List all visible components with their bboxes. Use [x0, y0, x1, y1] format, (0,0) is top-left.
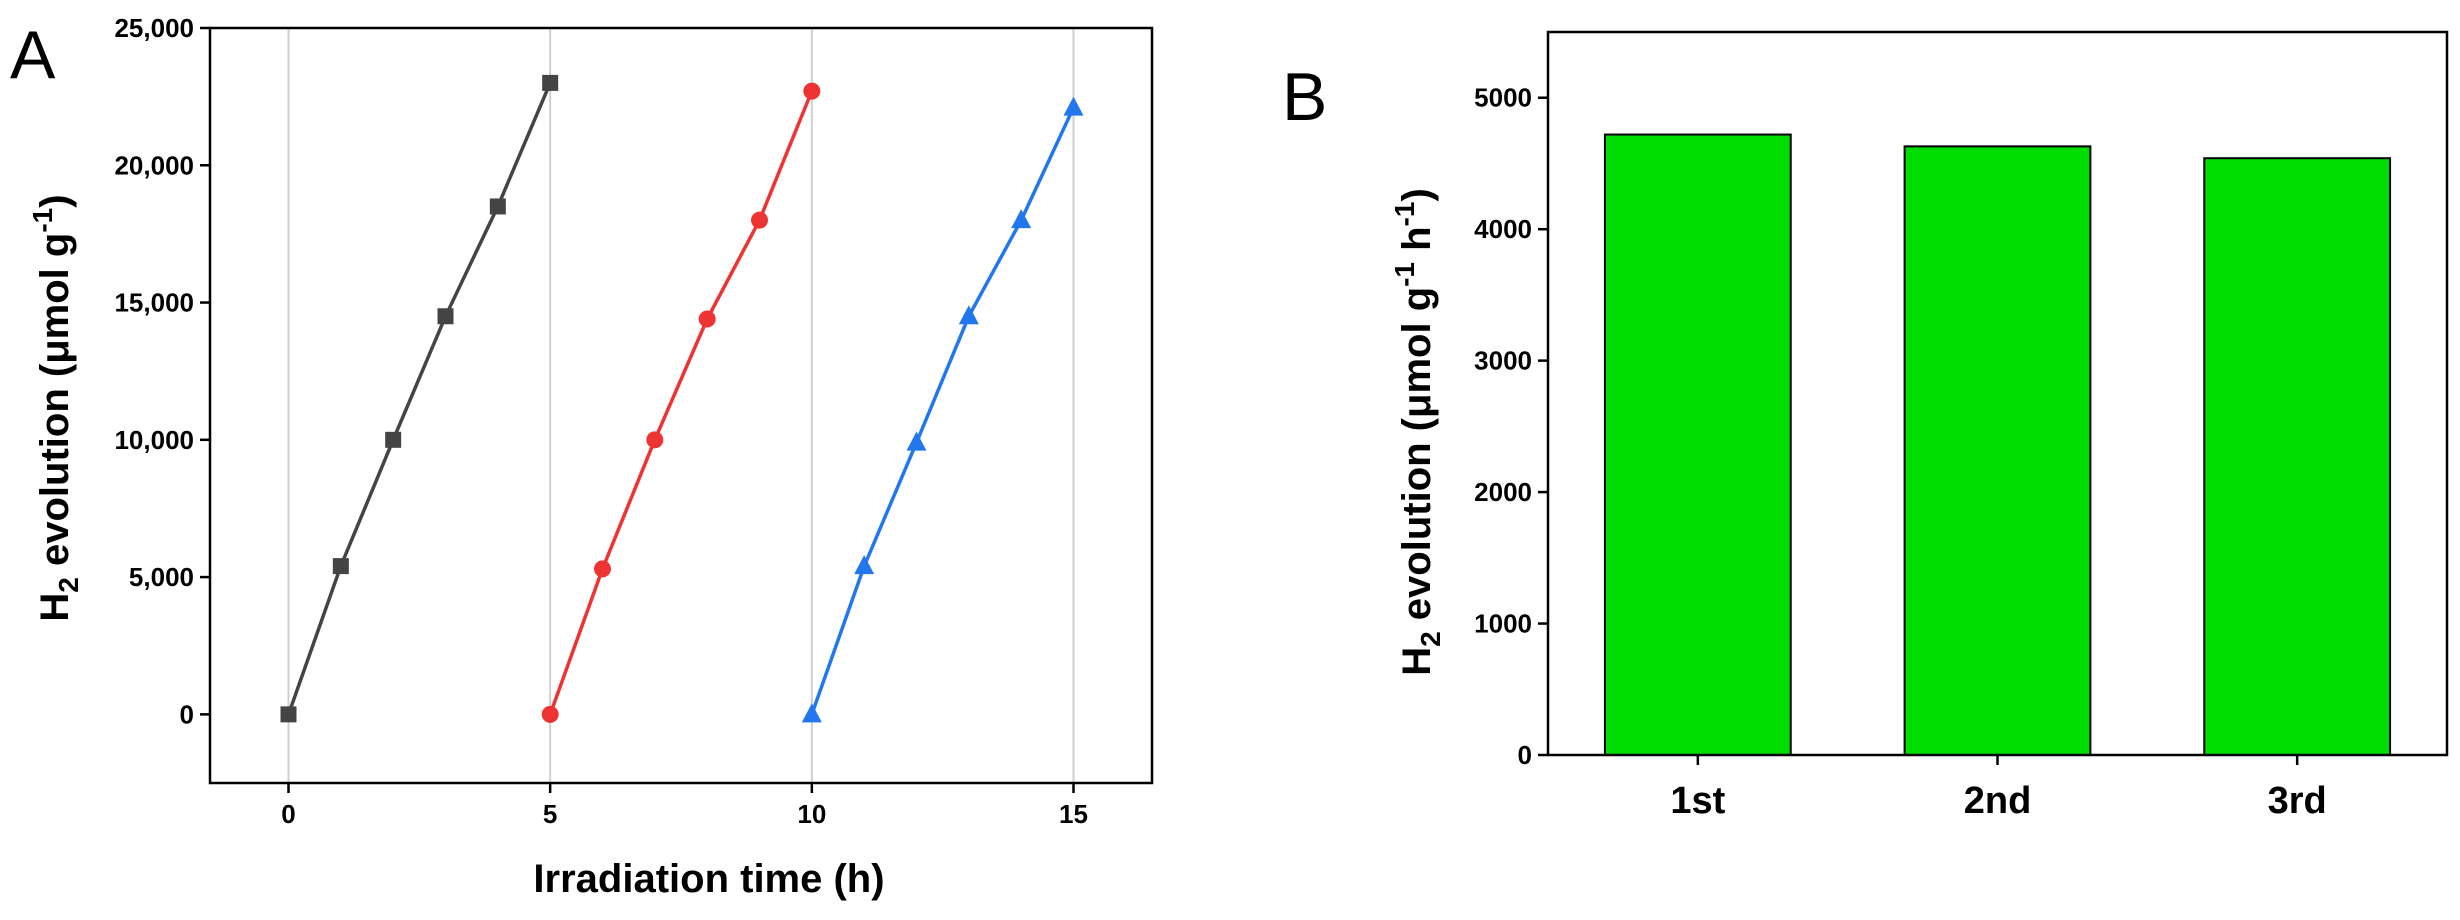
panel-a-series-2-point-4	[751, 211, 768, 229]
panel-b-y-axis-title: H2 evolution (μmol g-1 h-1)	[1389, 188, 1446, 676]
panel-a-y-tick-label-2: 10,000	[114, 425, 194, 455]
panel-a-ticks: 0 5 10 15 0 5,000 10,000 15,000 20,000 25,000	[114, 13, 1087, 829]
panel-b-bar-3rd	[2203, 157, 2392, 757]
panel-a-series-3-point-2	[906, 431, 927, 451]
panel-a-grid	[287, 28, 1075, 783]
panel-a-series-3-point-5	[1063, 96, 1084, 116]
panel-a-y-title-sup: -1	[27, 208, 58, 233]
panel-a-y-title-main: evolution (μmol g	[33, 233, 77, 577]
panel-a-series-1-point-2	[385, 431, 402, 448]
panel-a-y-tick-label-4: 20,000	[114, 150, 194, 180]
panel-b-y-title-sup2: -1	[1389, 202, 1420, 227]
panel-b-bar-2nd	[1903, 145, 2092, 756]
panel-b-y-title-sub: 2	[1415, 631, 1446, 647]
panel-a-series-3-point-3	[958, 305, 979, 325]
panel-b-y-title-sup1: -1	[1389, 262, 1420, 287]
panel-a-x-tick-label-2: 10	[797, 799, 826, 829]
panel-a-series-1-point-0	[280, 706, 297, 723]
panel-b-y-title-mid: h	[1395, 226, 1439, 262]
panel-a-series-1-point-4	[489, 198, 506, 215]
panel-b-y-tick-label-1: 1000	[1474, 609, 1532, 639]
panel-b-label: B	[1282, 59, 1327, 135]
panel-b-y-tick-label-0: 0	[1518, 740, 1532, 770]
panel-a-series-1-point-5	[542, 74, 559, 91]
panel-a-y-title-sub: 2	[53, 577, 84, 593]
panel-a-series-3-point-4	[1011, 209, 1032, 229]
panel-b-bar-1st	[1603, 133, 1792, 756]
panel-b-y-tick-label-5: 5000	[1474, 83, 1532, 113]
panel-b: B 0 1000 2000 3000 4000 5000 1st 2nd 3rd H2 evol…	[1282, 30, 2449, 822]
panel-a-y-tick-label-5: 25,000	[114, 13, 194, 43]
panel-a-series-2-point-5	[803, 82, 821, 100]
panel-b-category-label-2: 3rd	[2268, 780, 2327, 822]
panel-a-y-tick-label-1: 5,000	[129, 562, 194, 592]
panel-b-y-title-suffix: )	[1395, 188, 1439, 201]
panel-b-y-tick-label-4: 4000	[1474, 214, 1532, 244]
panel-a-y-tick-label-3: 15,000	[114, 288, 194, 318]
panel-a-y-axis-title: H2 evolution (μmol g-1)	[27, 194, 84, 621]
panel-a-series-3-point-1	[854, 555, 875, 575]
panel-a-series-2-point-0	[541, 705, 559, 723]
panel-a-series-line-3	[810, 106, 1076, 715]
panel-b-y-title-h: H	[1395, 647, 1439, 676]
panel-a-series-3-point-0	[801, 703, 822, 723]
panel-a-series-2-point-1	[594, 560, 611, 578]
panel-b-ticks: 0 1000 2000 3000 4000 5000 1st 2nd 3rd	[1474, 83, 2327, 822]
panel-a-x-tick-label-0: 0	[281, 799, 295, 829]
panel-a-y-tick-label-0: 0	[180, 699, 194, 729]
panel-a-x-axis-title: Irradiation time (h)	[533, 857, 884, 901]
panel-b-y-tick-label-3: 3000	[1474, 346, 1532, 376]
panel-a: A 0 5 10 15 0 5,000 10,000 15,000 20,000 25,000 I…	[10, 13, 1154, 901]
panel-a-series-1-point-1	[332, 558, 349, 575]
panel-a-y-title-suffix: )	[33, 194, 77, 207]
panel-b-y-title-main: evolution (μmol g	[1395, 287, 1439, 631]
panel-a-y-title-h: H	[33, 593, 77, 622]
panel-a-series-2-point-3	[698, 310, 716, 328]
panel-b-bars	[1603, 133, 2392, 757]
panel-a-series-line-2	[548, 90, 814, 715]
panel-a-series-2-point-2	[646, 431, 664, 449]
panel-b-category-label-1: 2nd	[1964, 780, 2032, 822]
panel-b-y-tick-label-2: 2000	[1474, 477, 1532, 507]
panel-a-plot-frame	[208, 26, 1154, 785]
panel-a-label: A	[10, 17, 56, 93]
panel-a-series-line-1	[286, 82, 552, 715]
panel-b-category-label-0: 1st	[1670, 780, 1725, 822]
panel-a-x-tick-label-3: 15	[1059, 799, 1088, 829]
panel-a-x-tick-label-1: 5	[543, 799, 557, 829]
panel-a-series-1-point-3	[437, 308, 454, 325]
panel-a-series	[280, 74, 1084, 723]
